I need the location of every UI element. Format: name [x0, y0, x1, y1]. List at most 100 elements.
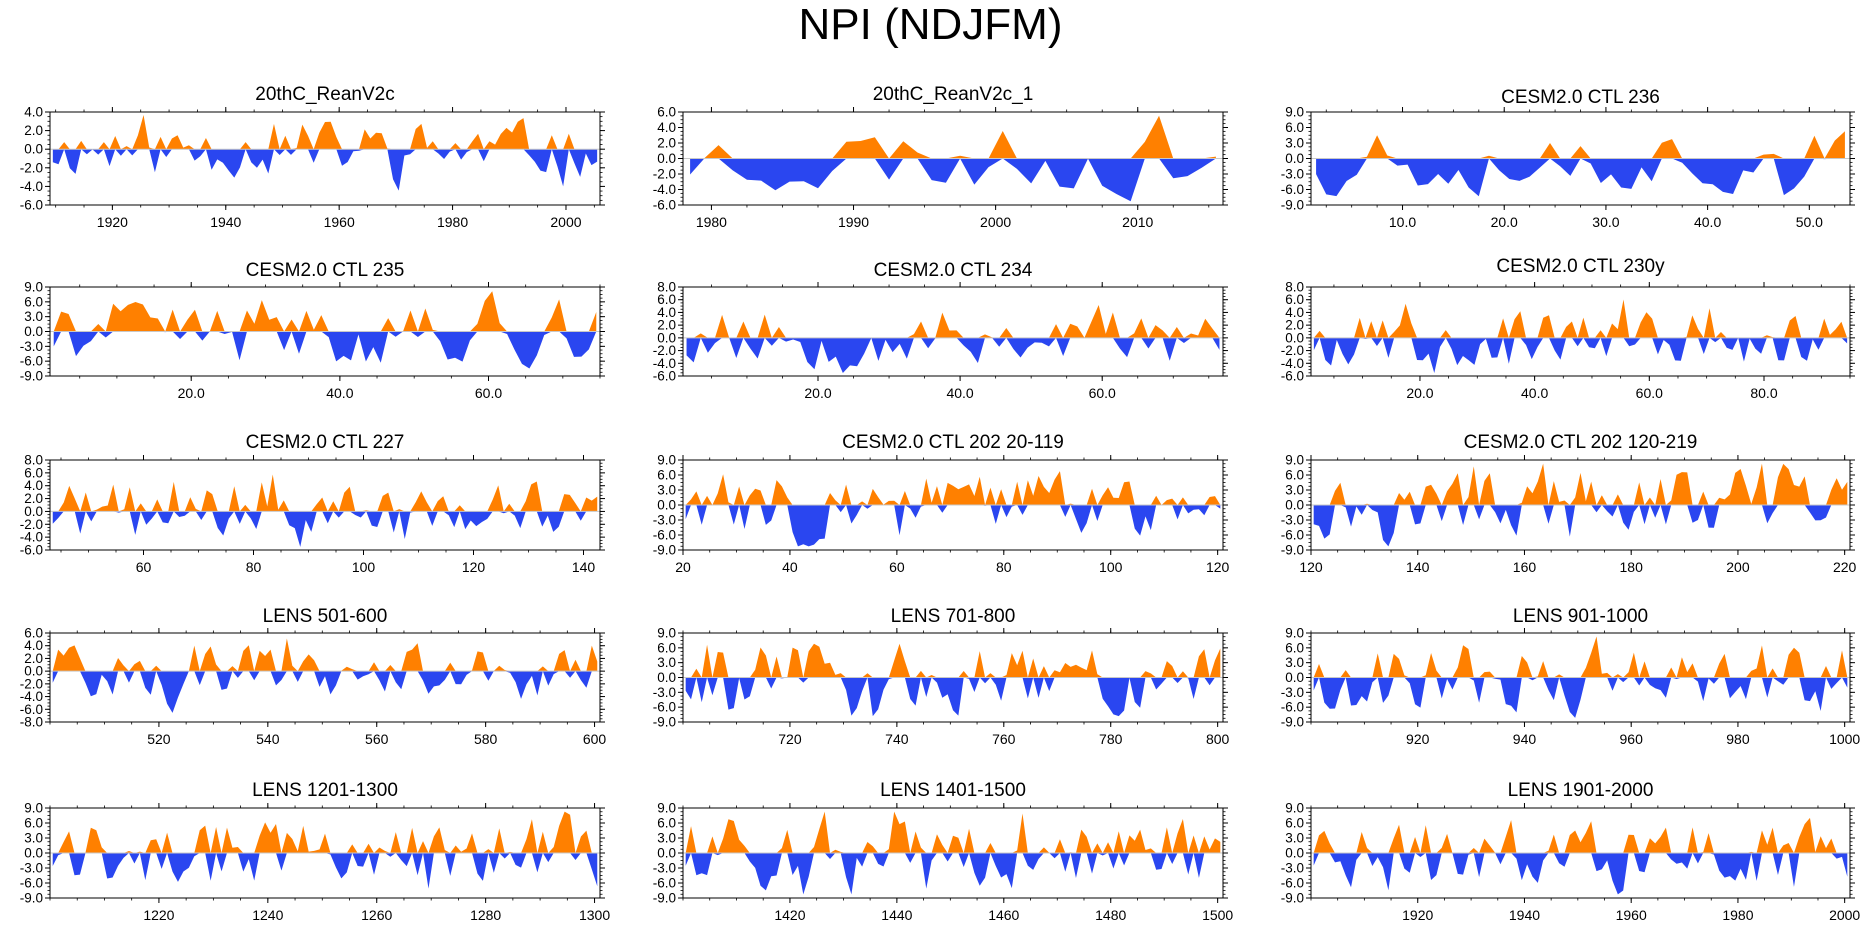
y-tick-label: -6.0 — [653, 700, 676, 715]
x-tick-label: 20.0 — [178, 385, 205, 401]
y-tick-label: 4.0 — [1285, 305, 1304, 320]
negative-anomaly-area — [1313, 853, 1848, 895]
y-tick-label: -6.0 — [20, 198, 43, 213]
y-tick-label: 3.0 — [1285, 655, 1304, 670]
y-tick-label: 9.0 — [24, 801, 43, 816]
x-tick-label: 140 — [1406, 559, 1430, 575]
y-tick-label: -6.0 — [1281, 700, 1304, 715]
panel-title: CESM2.0 CTL 236 — [1501, 87, 1660, 108]
y-tick-label: 6.0 — [1285, 468, 1304, 483]
panel-title: LENS 1901-2000 — [1508, 780, 1654, 801]
x-tick-label: 1280 — [470, 907, 501, 923]
y-tick-label: 0.0 — [24, 324, 43, 339]
positive-anomaly-area — [1313, 299, 1848, 338]
y-tick-label: 4.0 — [24, 105, 43, 120]
y-tick-label: -2.0 — [1281, 343, 1304, 358]
x-tick-label: 1500 — [1202, 907, 1233, 923]
x-tick-label: 920 — [1406, 731, 1430, 747]
positive-anomaly-area — [690, 115, 1216, 159]
y-tick-label: 8.0 — [1285, 280, 1304, 295]
x-tick-label: 1960 — [324, 214, 355, 230]
x-tick-label: 740 — [885, 731, 909, 747]
positive-anomaly-area — [685, 643, 1221, 678]
npi-panel-3: CESM2.0 CTL 235 9.06.03.00.0-3.0-6.0-9.0 2… — [20, 260, 605, 401]
x-tick-label: 720 — [778, 731, 802, 747]
x-tick-label: 1940 — [1509, 907, 1540, 923]
x-tick-label: 40.0 — [1521, 385, 1548, 401]
y-tick-label: -3.0 — [653, 861, 676, 876]
y-tick-label: -2.0 — [20, 517, 43, 532]
y-tick-label: -6.0 — [20, 876, 43, 891]
y-tick-label: 6.0 — [1285, 292, 1304, 307]
x-tick-label: 80 — [996, 559, 1012, 575]
y-tick-label: 6.0 — [1285, 816, 1304, 831]
panel-title: 20thC_ReanV2c_1 — [873, 84, 1034, 105]
y-tick-label: -3.0 — [20, 339, 43, 354]
x-tick-label: 20.0 — [804, 385, 831, 401]
y-tick-label: 6.0 — [657, 640, 676, 655]
x-tick-label: 40.0 — [1694, 214, 1721, 230]
y-tick-label: -2.0 — [20, 160, 43, 175]
y-tick-label: -3.0 — [1281, 167, 1304, 182]
y-tick-label: -2.0 — [653, 167, 676, 182]
y-tick-label: -6.0 — [1281, 528, 1304, 543]
negative-anomaly-area — [685, 853, 1221, 895]
negative-anomaly-area — [686, 337, 1220, 373]
positive-anomaly-area — [52, 811, 598, 853]
x-tick-label: 50.0 — [1796, 214, 1823, 230]
y-tick-label: 0.0 — [24, 846, 43, 861]
y-tick-label: -6.0 — [1281, 182, 1304, 197]
y-tick-label: 0.0 — [1285, 846, 1304, 861]
y-tick-label: 3.0 — [1285, 831, 1304, 846]
y-tick-label: 8.0 — [24, 453, 43, 468]
y-tick-label: -4.0 — [653, 182, 676, 197]
x-tick-label: 1920 — [1402, 907, 1433, 923]
y-tick-label: 9.0 — [1285, 801, 1304, 816]
y-tick-label: 0.0 — [657, 846, 676, 861]
x-tick-label: 30.0 — [1592, 214, 1619, 230]
npi-panel-10: LENS 701-800 9.06.03.00.0-3.0-6.0-9.0 720 7… — [653, 606, 1230, 747]
npi-panel-2: CESM2.0 CTL 236 9.06.03.00.0-3.0-6.0-9.0 1… — [1281, 87, 1855, 230]
y-tick-label: -6.0 — [653, 198, 676, 213]
x-tick-label: 1960 — [1616, 907, 1647, 923]
x-tick-label: 20.0 — [1491, 214, 1518, 230]
panel-title: LENS 501-600 — [263, 606, 388, 627]
positive-anomaly-area — [52, 638, 598, 672]
y-tick-label: 2.0 — [24, 651, 43, 666]
y-tick-label: 0.0 — [657, 330, 676, 345]
y-tick-label: 8.0 — [657, 280, 676, 295]
npi-panel-7: CESM2.0 CTL 202 20-119 9.06.03.00.0-3.0-6… — [653, 432, 1230, 575]
x-tick-label: 1420 — [774, 907, 805, 923]
y-tick-label: 9.0 — [657, 801, 676, 816]
x-tick-label: 60.0 — [475, 385, 502, 401]
x-tick-label: 100 — [352, 559, 376, 575]
npi-panel-6: CESM2.0 CTL 227 8.06.04.02.00.0-2.0-4.0-6… — [20, 432, 605, 575]
y-tick-label: -3.0 — [653, 685, 676, 700]
y-tick-label: 6.0 — [657, 468, 676, 483]
y-tick-label: -4.0 — [20, 689, 43, 704]
x-tick-label: 1940 — [210, 214, 241, 230]
panel-title: LENS 701-800 — [891, 606, 1016, 627]
negative-anomaly-area — [1313, 677, 1848, 718]
y-tick-label: 4.0 — [657, 305, 676, 320]
x-tick-label: 2000 — [550, 214, 581, 230]
positive-anomaly-area — [52, 114, 598, 150]
x-tick-label: 760 — [992, 731, 1016, 747]
y-tick-label: 9.0 — [1285, 105, 1304, 120]
y-tick-label: -4.0 — [1281, 356, 1304, 371]
negative-anomaly-area — [1313, 337, 1848, 373]
x-tick-label: 60.0 — [1089, 385, 1116, 401]
y-tick-label: -2.0 — [653, 343, 676, 358]
y-tick-label: 3.0 — [657, 831, 676, 846]
positive-anomaly-area — [686, 305, 1220, 338]
y-tick-label: -6.0 — [20, 354, 43, 369]
y-tick-label: -6.0 — [653, 369, 676, 384]
x-tick-label: 220 — [1833, 559, 1857, 575]
npi-panel-13: LENS 1401-1500 9.06.03.00.0-3.0-6.0-9.0 14… — [653, 780, 1234, 923]
x-tick-label: 1990 — [838, 214, 869, 230]
x-tick-label: 600 — [583, 731, 607, 747]
y-tick-label: -9.0 — [653, 543, 676, 558]
x-tick-label: 980 — [1726, 731, 1750, 747]
x-tick-label: 1460 — [988, 907, 1019, 923]
x-tick-label: 1980 — [696, 214, 727, 230]
